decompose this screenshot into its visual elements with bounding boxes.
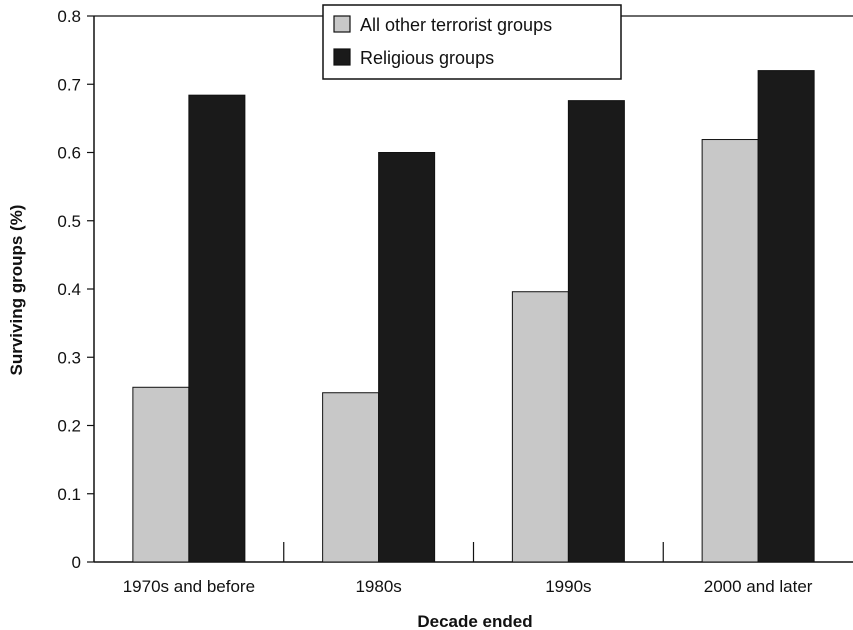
y-tick-label: 0.7 [57, 75, 81, 94]
y-tick-label: 0.2 [57, 417, 81, 436]
legend-label-religious-groups: Religious groups [360, 48, 494, 68]
y-tick-label: 0.5 [57, 212, 81, 231]
y-tick-label: 0.6 [57, 144, 81, 163]
x-tick-label: 1980s [355, 577, 401, 596]
x-tick-label: 2000 and later [704, 577, 813, 596]
x-axis-ticks: 1970s and before 1980s 1990s 2000 and later [123, 542, 813, 596]
bars [132, 70, 815, 563]
legend-label-all-other-groups: All other terrorist groups [360, 15, 552, 35]
x-tick-label: 1990s [545, 577, 591, 596]
bar-all-other-groups [701, 139, 759, 563]
legend-swatch-religious-groups [333, 48, 351, 66]
y-tick-label: 0.8 [57, 7, 81, 26]
legend-swatch-all-other-groups [333, 15, 351, 33]
y-tick-label: 0.3 [57, 348, 81, 367]
y-axis-title: Surviving groups (%) [7, 205, 26, 376]
y-tick-label: 0 [72, 553, 81, 572]
x-tick-label: 1970s and before [123, 577, 255, 596]
bar-religious-groups [757, 70, 815, 563]
y-tick-label: 0.1 [57, 485, 81, 504]
bar-religious-groups [567, 100, 625, 563]
bar-religious-groups [378, 152, 436, 563]
bar-all-other-groups [132, 386, 190, 563]
bar-all-other-groups [322, 392, 380, 563]
bar-religious-groups [188, 94, 246, 563]
y-tick-label: 0.4 [57, 280, 81, 299]
legend: All other terrorist groups Religious gro… [322, 4, 622, 80]
y-axis-ticks: 0 0.1 0.2 0.3 0.4 0.5 0.6 0.7 0.8 [57, 7, 94, 572]
bar-all-other-groups [511, 291, 569, 563]
x-axis-title: Decade ended [417, 612, 532, 630]
legend-box [322, 4, 622, 80]
